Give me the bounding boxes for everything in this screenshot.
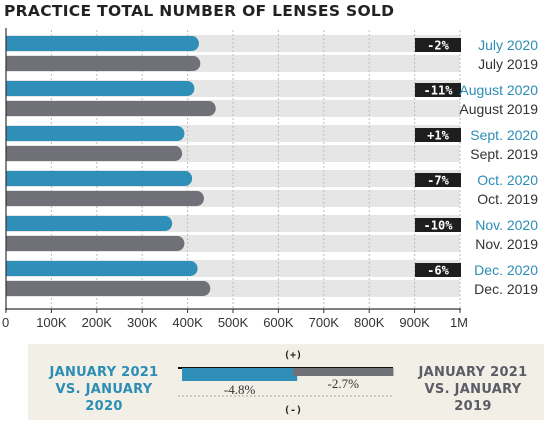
bar-prior-5	[6, 281, 211, 296]
bar-chart: -2% July 2020 July 2019 -11% August 2020 Augu…	[2, 28, 538, 330]
label-current: August 2020	[459, 82, 538, 98]
label-prior: August 2019	[459, 101, 538, 117]
x-tick-label: 0	[2, 315, 9, 330]
chart-title: PRACTICE TOTAL NUMBER OF LENSES SOLD	[4, 2, 395, 20]
x-tick-label: 400K	[172, 315, 203, 330]
x-tick-label: 1M	[450, 315, 468, 330]
label-prior: July 2019	[478, 56, 538, 72]
label-prior: Oct. 2019	[477, 191, 538, 207]
change-badge	[415, 218, 461, 232]
bar-current-4	[6, 216, 173, 231]
label-prior: Sept. 2019	[470, 146, 538, 162]
bar-current-2	[6, 126, 185, 141]
minus-label: (-)	[284, 405, 302, 416]
x-tick-label: 100K	[36, 315, 67, 330]
bar-prior-0	[6, 56, 201, 71]
change-badge-text: -7%	[427, 174, 449, 188]
x-tick-label: 900K	[399, 315, 430, 330]
change-badge	[415, 128, 461, 142]
bar-current-1	[6, 81, 195, 96]
bar-prior-4	[6, 236, 185, 251]
label-prior: Nov. 2019	[475, 236, 538, 252]
label-prior: Dec. 2019	[474, 281, 538, 297]
summary-bar-right	[293, 368, 394, 376]
change-badge-text: -2%	[427, 39, 449, 53]
x-tick-label: 600K	[263, 315, 294, 330]
label-current: Dec. 2020	[474, 262, 538, 278]
x-tick-label: 800K	[354, 315, 385, 330]
label-current: July 2020	[478, 37, 538, 53]
label-current: Sept. 2020	[470, 127, 538, 143]
change-badge-text: -6%	[427, 264, 449, 278]
x-tick-label: 200K	[82, 315, 113, 330]
x-tick-label: 500K	[218, 315, 249, 330]
change-badge-text: +1%	[427, 129, 449, 143]
bar-prior-2	[6, 146, 183, 161]
bar-current-3	[6, 171, 193, 186]
summary-bars: (+) (-) -4.8% -2.7%	[178, 350, 394, 416]
change-badge	[415, 83, 461, 97]
bar-prior-1	[6, 101, 216, 116]
label-current: Nov. 2020	[475, 217, 538, 233]
change-badge	[415, 263, 461, 277]
x-tick-label: 700K	[309, 315, 340, 330]
label-current: Oct. 2020	[477, 172, 538, 188]
summary-left-label: JANUARY 2021 VS. JANUARY 2020	[49, 365, 159, 414]
x-tick-label: 300K	[127, 315, 158, 330]
change-badge-text: -11%	[424, 84, 454, 98]
summary-value-left: -4.8%	[224, 382, 256, 397]
change-badge-text: -10%	[424, 219, 454, 233]
bar-current-0	[6, 36, 199, 51]
plus-label: (+)	[284, 350, 302, 361]
summary-right-label: JANUARY 2021 VS. JANUARY 2019	[418, 365, 528, 414]
change-badge	[415, 38, 461, 52]
bar-prior-3	[6, 191, 204, 206]
summary-panel: JANUARY 2021 VS. JANUARY 2020 (+) (-) -4.8…	[28, 344, 544, 420]
summary-bar-left	[182, 368, 298, 381]
change-badge	[415, 173, 461, 187]
bar-current-5	[6, 261, 198, 276]
summary-value-right: -2.7%	[328, 376, 360, 391]
